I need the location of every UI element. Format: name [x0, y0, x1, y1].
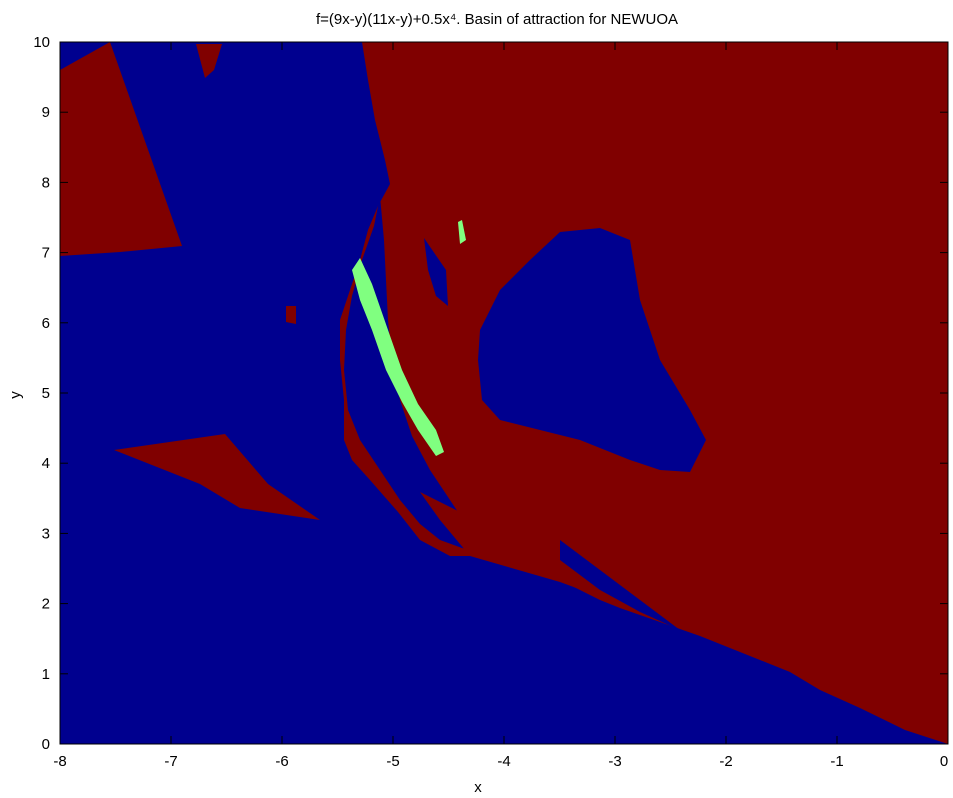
x-axis-ticks: -8 -7 -6 -5 -4 -3 -2 -1 0: [53, 42, 949, 770]
x-tick-label-7: -1: [830, 753, 843, 770]
y-tick-label-4: 4: [42, 455, 50, 472]
plot-area: [60, 42, 948, 744]
basin-region-blue-arc: [344, 196, 486, 554]
x-tick-label-5: -3: [608, 753, 621, 770]
x-tick-label-2: -6: [275, 753, 288, 770]
x-tick-label-6: -2: [719, 753, 732, 770]
y-tick-label-7: 7: [42, 245, 50, 262]
y-tick-label-0: 0: [42, 736, 50, 753]
y-tick-label-9: 9: [42, 104, 50, 121]
x-tick-label-3: -5: [386, 753, 399, 770]
y-axis-ticks: 0 1 2 3 4 5 6 7 8 9 10: [33, 34, 948, 753]
basin-region-red-upper-left: [60, 42, 182, 256]
x-tick-label-8: 0: [940, 753, 948, 770]
chart-title: f=(9x-y)(11x-y)+0.5x⁴. Basin of attracti…: [316, 11, 678, 28]
basin-region-red-left-wedge: [114, 434, 320, 520]
y-tick-label-8: 8: [42, 174, 50, 191]
y-tick-label-10: 10: [33, 34, 50, 51]
y-tick-label-2: 2: [42, 596, 50, 613]
y-tick-label-1: 1: [42, 666, 50, 683]
basin-region-blue-lobe: [478, 228, 706, 472]
y-axis-label: y: [7, 391, 24, 399]
x-tick-label-0: -8: [53, 753, 66, 770]
basin-region-red-small-patch: [286, 306, 296, 324]
x-axis-label: x: [474, 779, 482, 796]
basin-region-blue-sliver: [560, 540, 680, 630]
y-tick-label-3: 3: [42, 525, 50, 542]
x-tick-label-4: -4: [497, 753, 510, 770]
basin-region-blue-small-patch: [424, 238, 448, 306]
basin-region-green-speck: [458, 220, 466, 244]
basin-region-red-lower-wedge: [420, 492, 680, 626]
basin-region-green-band: [352, 258, 444, 456]
x-tick-label-1: -7: [164, 753, 177, 770]
basin-region-red-streak-top: [196, 44, 222, 78]
axes: -8 -7 -6 -5 -4 -3 -2 -1 0 0 1 2 3 4 5 6 7 8 9 10: [33, 34, 949, 770]
y-tick-label-5: 5: [42, 385, 50, 402]
y-tick-label-6: 6: [42, 315, 50, 332]
